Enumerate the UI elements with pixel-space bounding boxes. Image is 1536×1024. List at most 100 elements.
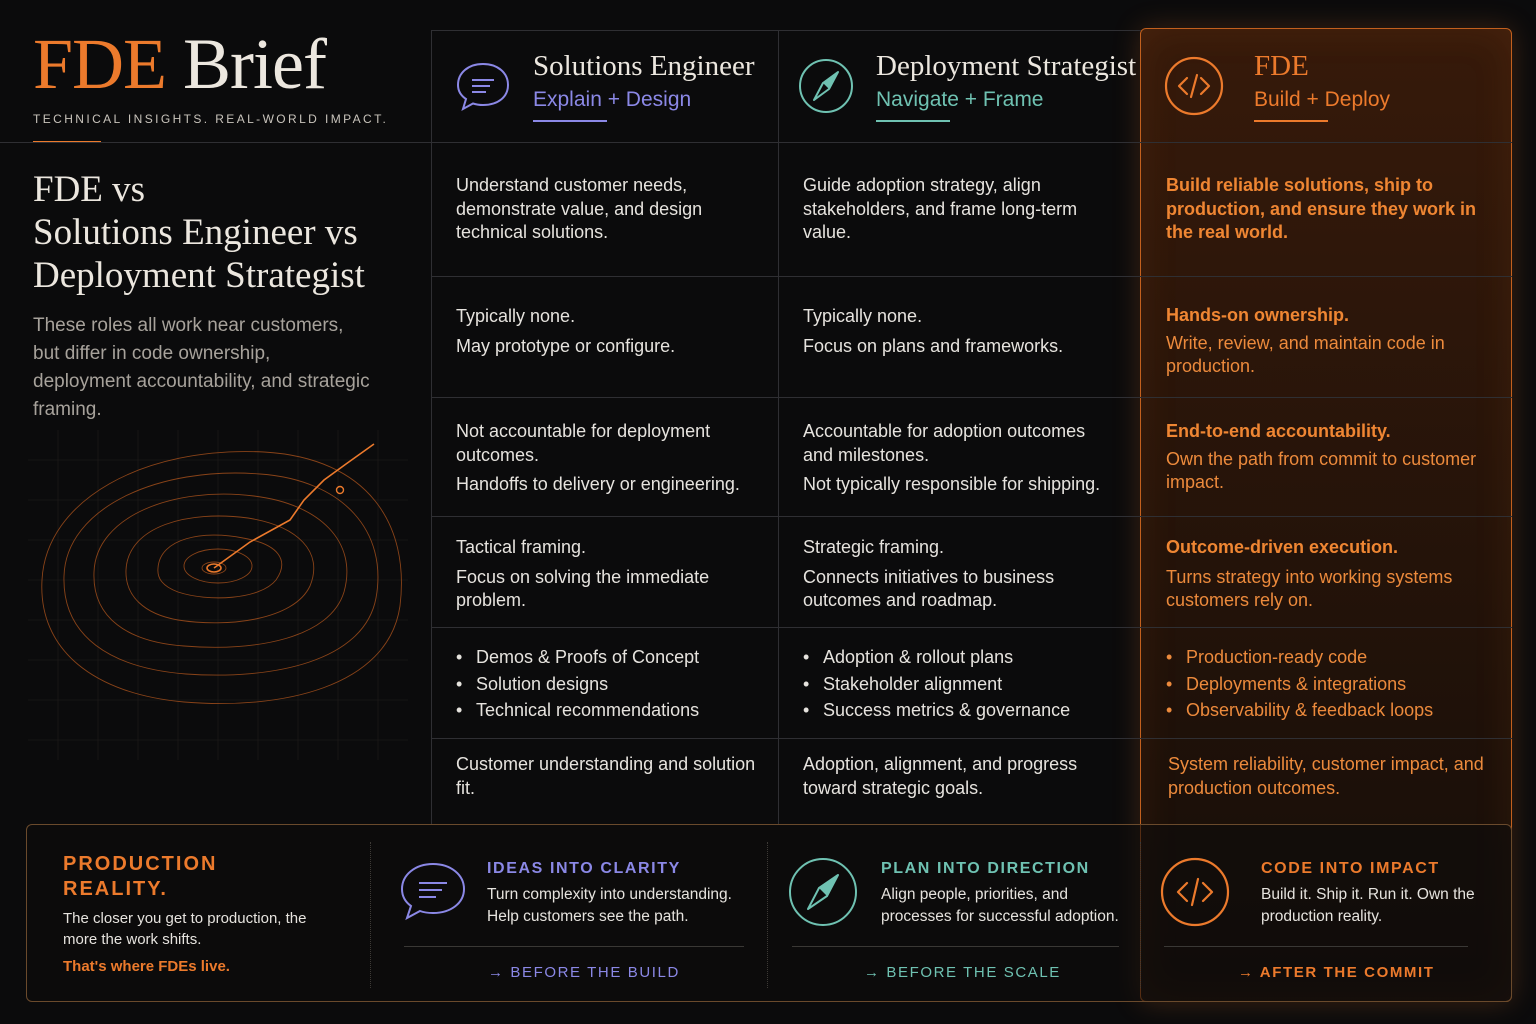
cell-text: Accountable for adoption outcomes and mi… (803, 421, 1086, 465)
subtitle-underline (533, 120, 607, 122)
brand-title-accent: FDE (33, 24, 167, 104)
table-cell-se: Demos & Proofs of Concept Solution desig… (456, 644, 756, 724)
list-item: Solution designs (456, 671, 756, 698)
production-title-line: PRODUCTION (63, 853, 218, 875)
footer-divider (370, 842, 371, 988)
column-header-solutions-engineer: Solutions Engineer Explain + Design (455, 30, 755, 142)
table-cell-ds: Typically none. Focus on plans and frame… (803, 305, 1118, 358)
cell-text: Understand customer needs, demonstrate v… (456, 175, 703, 242)
table-row-divider (0, 142, 1512, 143)
cell-text: Adoption, alignment, and progress toward… (803, 754, 1078, 798)
cell-text: Typically none. (456, 306, 576, 326)
column-header-fde: FDE Build + Deploy (1164, 30, 1390, 142)
page-title-line: Solutions Engineer vs (33, 212, 358, 253)
bullet-list: Production-ready code Deployments & inte… (1166, 644, 1486, 724)
table-divider (778, 30, 779, 824)
production-reality-description: The closer you get to production, the mo… (63, 910, 307, 948)
chat-bubble-icon (400, 862, 466, 921)
footer-divider (767, 842, 768, 988)
list-item: Production-ready code (1166, 644, 1486, 671)
table-cell-se: Typically none. May prototype or configu… (456, 305, 756, 358)
brand-title: FDE Brief (33, 28, 388, 100)
table-cell-se: Not accountable for deployment outcomes.… (456, 420, 756, 497)
stage-title: CODE INTO IMPACT (1261, 860, 1440, 877)
cell-text: Own the path from commit to customer imp… (1166, 448, 1477, 493)
footer-divider (1140, 842, 1141, 988)
column-role-title: Deployment Strategist (876, 50, 1137, 82)
table-cell-fde: Production-ready code Deployments & inte… (1166, 644, 1486, 724)
table-cell-se: Understand customer needs, demonstrate v… (456, 174, 756, 245)
code-brackets-icon (1160, 857, 1230, 927)
table-cell-fde: Build reliable solutions, ship to produc… (1166, 174, 1486, 245)
list-item: Demos & Proofs of Concept (456, 644, 756, 671)
cell-text: Typically none. (803, 306, 923, 326)
list-item: Adoption & rollout plans (803, 644, 1118, 671)
cell-lead-text: End-to-end accountability. (1166, 421, 1391, 441)
table-cell-fde: End-to-end accountability. Own the path … (1166, 420, 1486, 495)
cell-text: System reliability, customer impact, and… (1168, 754, 1484, 798)
column-role-subtitle: Navigate + Frame (876, 88, 1044, 111)
before-the-build-link[interactable]: → BEFORE THE BUILD (488, 964, 680, 981)
list-item: Observability & feedback loops (1166, 697, 1486, 724)
bullet-list: Adoption & rollout plans Stakeholder ali… (803, 644, 1118, 724)
stage-description: Build it. Ship it. Run it. Own the produ… (1261, 886, 1475, 925)
stage-description: Turn complexity into understanding. Help… (487, 886, 732, 925)
table-border-top (431, 30, 1141, 31)
table-cell-ds: Guide adoption strategy, align stakehold… (803, 174, 1118, 245)
table-cell-ds: Adoption & rollout plans Stakeholder ali… (803, 644, 1118, 724)
cell-text: Handoffs to delivery or engineering. (456, 474, 740, 494)
table-cell-ds: Strategic framing. Connects initiatives … (803, 536, 1118, 613)
production-reality-title: PRODUCTION REALITY. (63, 852, 217, 902)
table-cell-ds: Adoption, alignment, and progress toward… (803, 753, 1118, 800)
table-cell-fde: Hands-on ownership. Write, review, and m… (1166, 304, 1486, 379)
table-row-divider (431, 627, 1512, 628)
table-cell-ds: Accountable for adoption outcomes and mi… (803, 420, 1118, 497)
table-row-divider (431, 516, 1512, 517)
column-role-subtitle: Explain + Design (533, 88, 692, 111)
stage-divider (792, 946, 1119, 947)
after-the-commit-link[interactable]: → AFTER THE COMMIT (1238, 964, 1435, 981)
footer-strip (26, 824, 1512, 1002)
list-item: Stakeholder alignment (803, 671, 1118, 698)
cell-text: Customer understanding and solution fit. (456, 754, 756, 798)
before-the-scale-link[interactable]: → BEFORE THE SCALE (864, 964, 1061, 981)
cell-text: Strategic framing. (803, 537, 945, 557)
code-brackets-icon (1164, 56, 1224, 116)
brand-title-rest: Brief (183, 24, 327, 104)
production-title-line: REALITY. (63, 878, 168, 900)
table-row-divider (431, 397, 1512, 398)
column-role-title: Solutions Engineer (533, 50, 755, 82)
stage-description: Align people, priorities, and processes … (881, 886, 1119, 925)
table-row-divider (431, 276, 1512, 277)
column-header-deployment-strategist: Deployment Strategist Navigate + Frame (798, 30, 1136, 142)
chat-bubble-icon (456, 62, 510, 112)
cell-text: Turns strategy into working systems cust… (1166, 566, 1453, 611)
intro-description: These roles all work near customers, but… (33, 315, 370, 420)
compass-icon (789, 858, 857, 926)
cell-text: Connects initiatives to business outcome… (803, 566, 1055, 611)
cell-lead-text: Build reliable solutions, ship to produc… (1166, 175, 1477, 242)
brand-header: FDE Brief TECHNICAL INSIGHTS. REAL-WORLD… (33, 28, 388, 126)
subtitle-underline (876, 120, 950, 122)
topographic-map-illustration (28, 430, 408, 760)
brand-tagline: TECHNICAL INSIGHTS. REAL-WORLD IMPACT. (33, 112, 389, 126)
table-row-divider (431, 738, 1512, 739)
column-role-title: FDE (1254, 50, 1309, 82)
list-item: Technical recommendations (456, 697, 756, 724)
cell-text: Write, review, and maintain code in prod… (1166, 332, 1445, 377)
bullet-list: Demos & Proofs of Concept Solution desig… (456, 644, 756, 724)
cell-lead-text: Hands-on ownership. (1166, 305, 1350, 325)
subtitle-underline (1254, 120, 1328, 122)
cell-text: Focus on plans and frameworks. (803, 335, 1064, 356)
table-cell-fde: System reliability, customer impact, and… (1168, 753, 1488, 800)
production-reality-tagline: That's where FDEs live. (63, 958, 230, 975)
cell-text: Not typically responsible for shipping. (803, 474, 1101, 494)
list-item: Deployments & integrations (1166, 671, 1486, 698)
cell-lead-text: Outcome-driven execution. (1166, 537, 1399, 557)
table-cell-fde: Outcome-driven execution. Turns strategy… (1166, 536, 1486, 613)
stage-title: PLAN INTO DIRECTION (881, 860, 1090, 877)
cell-text: Guide adoption strategy, align stakehold… (803, 175, 1078, 242)
cell-text: Focus on solving the immediate problem. (456, 566, 710, 611)
cell-text: May prototype or configure. (456, 335, 676, 356)
page-title-line: FDE vs (33, 169, 146, 210)
